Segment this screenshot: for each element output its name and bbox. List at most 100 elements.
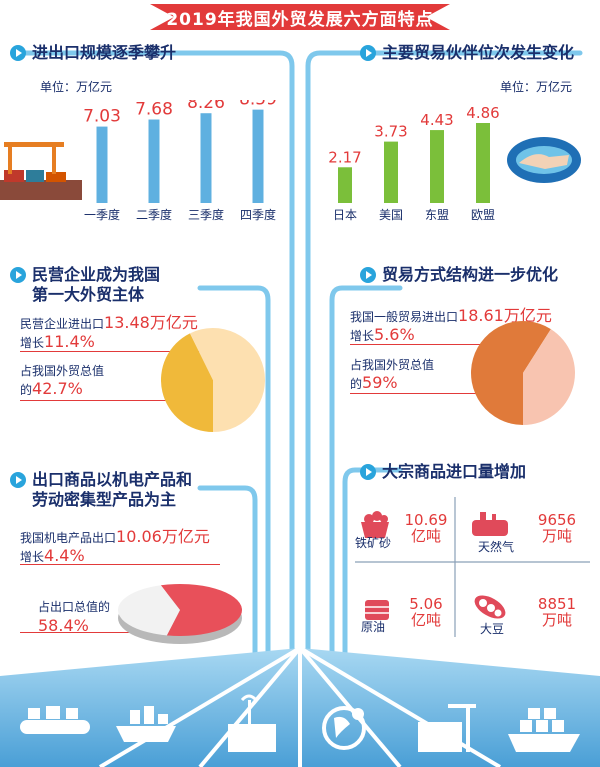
category-tick-label: 二季度	[136, 207, 172, 222]
play-bullet-icon	[10, 472, 26, 488]
structure-share: 占我国外贸总值 的59%	[350, 356, 434, 393]
pie-structure	[471, 321, 575, 425]
private-line2-text: 增长	[20, 336, 45, 350]
globe-location-icon	[322, 706, 366, 750]
category-tick-label: 三季度	[188, 207, 224, 222]
section-partners-unit: 单位：万亿元	[500, 80, 573, 94]
private-divider	[20, 351, 200, 352]
export-line2-text: 增长	[20, 550, 45, 564]
private-line4-value: 42.7%	[32, 379, 83, 398]
pie-slice-1	[118, 585, 180, 636]
soybean-icon	[474, 595, 506, 619]
structure-line3-text: 占我国外贸总值	[350, 358, 435, 372]
structure-line4-text: 的	[350, 377, 363, 391]
export-line1-text: 我国机电产品出口	[20, 531, 117, 545]
commodity-unit: 万吨	[541, 527, 572, 545]
footer-fan	[0, 648, 600, 767]
structure-divider	[350, 344, 500, 345]
bar-value-label: 7.03	[83, 107, 121, 127]
export-stats: 我国机电产品出口10.06万亿元 增长4.4%	[20, 528, 210, 566]
export-divider	[20, 564, 220, 565]
bar-2	[200, 113, 212, 203]
commodity-unit: 万吨	[541, 611, 572, 629]
export-line2-value: 4.4%	[44, 546, 85, 565]
bar-value-label: 8.26	[187, 100, 225, 113]
section-private-title-1: 民营企业成为我国	[32, 265, 161, 284]
bar-1	[384, 141, 398, 203]
section-scale-title: 进出口规模逐季攀升	[32, 43, 177, 62]
export-line4-value: 58.4%	[38, 616, 89, 635]
private-line4-text: 的	[20, 383, 33, 397]
category-tick-label: 东盟	[425, 208, 449, 222]
private-stats: 民营企业进出口13.48万亿元 增长11.4%	[20, 314, 198, 352]
page-title: 2019年我国外贸发展六方面特点	[166, 9, 434, 30]
section-private-header: 民营企业成为我国 第一大外贸主体	[10, 265, 160, 305]
natural-gas-icon	[472, 512, 508, 536]
category-tick-label: 四季度	[240, 207, 276, 222]
commodity-natural-gas: 天然气 9656 万吨	[466, 508, 586, 558]
commodity-value: 5.06	[409, 595, 443, 613]
category-tick-label: 欧盟	[471, 208, 495, 222]
private-share: 占我国外贸总值 的42.7%	[20, 362, 104, 399]
bar-2	[430, 130, 444, 203]
port-crane-illustration	[0, 142, 82, 200]
structure-line2-text: 增长	[350, 329, 375, 343]
conveyor-icon	[20, 706, 90, 734]
commodity-unit: 亿吨	[410, 611, 441, 629]
play-bullet-icon	[360, 267, 376, 283]
chart-partners: 2.17 日本 3.73 美国 4.43 东盟 4.86 欧盟	[328, 104, 499, 222]
private-line3-text: 占我国外贸总值	[20, 364, 105, 378]
pie-slice-0	[161, 333, 213, 432]
private-line1-text: 民营企业进出口	[20, 317, 105, 331]
iron-ore-icon	[361, 511, 389, 538]
section-commodity-title: 大宗商品进口量增加	[382, 462, 527, 481]
bar-3	[252, 109, 264, 203]
structure-line2-value: 5.6%	[374, 325, 415, 344]
commodity-value: 8851	[537, 595, 577, 613]
bar-value-label: 3.73	[374, 123, 407, 141]
play-bullet-icon	[360, 464, 376, 480]
cargo-ship-icon	[116, 706, 176, 742]
commodity-value: 10.69	[404, 511, 448, 529]
commodity-name: 铁矿砂	[355, 536, 392, 550]
section-partners-header: 主要贸易伙伴位次发生变化	[360, 43, 574, 63]
structure-divider-2	[350, 393, 490, 394]
section-commodity-header: 大宗商品进口量增加	[360, 462, 526, 482]
bar-value-label: 8.59	[239, 100, 277, 110]
pie-slice-1	[523, 329, 575, 425]
commodity-name: 大豆	[480, 622, 505, 636]
play-bullet-icon	[10, 45, 26, 61]
commodity-crude-oil: 原油 5.06 亿吨	[355, 592, 455, 642]
bar-1	[148, 119, 160, 203]
section-export-title-1: 出口商品以机电产品和	[32, 470, 193, 489]
private-line1-value: 13.48万亿元	[104, 313, 198, 332]
section-partners-title: 主要贸易伙伴位次发生变化	[382, 43, 575, 62]
category-tick-label: 一季度	[84, 207, 120, 222]
export-line1-value: 10.06万亿元	[116, 527, 210, 546]
structure-line1-value: 18.61万亿元	[458, 306, 552, 325]
section-scale-header: 进出口规模逐季攀升	[10, 43, 176, 63]
play-bullet-icon	[360, 45, 376, 61]
commodity-soybean: 大豆 8851 万吨	[466, 590, 586, 640]
pie-slice-1	[189, 328, 265, 432]
export-share: 占出口总值的 58.4%	[38, 598, 110, 635]
chart-scale: 7.03 一季度 7.68 二季度 8.26 三季度 8.59 四季度	[83, 100, 277, 222]
play-bullet-icon	[10, 267, 26, 283]
export-divider-2	[20, 632, 135, 633]
section-export-title-2: 劳动密集型产品为主	[32, 490, 177, 509]
page-banner: 2019年我国外贸发展六方面特点	[150, 4, 450, 30]
handshake-globe-icon	[507, 137, 581, 183]
export-line3-text: 占出口总值的	[38, 600, 111, 614]
bar-value-label: 2.17	[328, 148, 361, 166]
section-structure-title: 贸易方式结构进一步优化	[382, 265, 559, 284]
bar-value-label: 4.86	[466, 104, 499, 122]
bar-3	[476, 123, 490, 203]
pie-slice-0	[160, 584, 243, 636]
bar-value-label: 7.68	[135, 100, 173, 120]
crane-container-icon	[228, 694, 276, 752]
structure-line1-text: 我国一般贸易进出口	[350, 310, 459, 324]
commodity-name: 原油	[361, 620, 386, 634]
section-scale-unit: 单位：万亿元	[40, 80, 113, 94]
bar-0	[338, 167, 352, 203]
